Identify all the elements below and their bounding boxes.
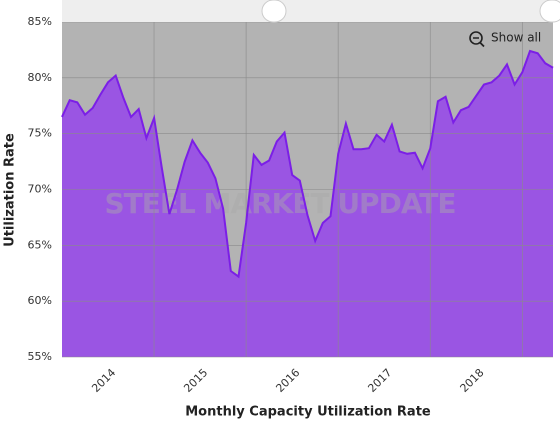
navigator-handle[interactable] [539, 0, 560, 23]
watermark: STEEL MARKET UPDATE [104, 187, 455, 220]
navigator-handle[interactable] [261, 0, 287, 23]
navigator-bar[interactable] [62, 0, 553, 22]
x-tick-label: 2016 [273, 366, 302, 395]
show-all-button[interactable]: Show all [469, 31, 541, 48]
line [61, 49, 554, 279]
x-tick-label: 2014 [89, 366, 118, 395]
zoom-icon [479, 41, 485, 48]
zoom-icon [469, 31, 483, 45]
y-tick-label: 85% [28, 15, 52, 28]
y-tick-label: 60% [28, 294, 52, 307]
x-tick-label: 2015 [181, 366, 210, 395]
y-tick-label: 75% [28, 127, 52, 140]
x-tick-label: 2017 [365, 366, 394, 395]
y-tick-label: 55% [28, 350, 52, 363]
y-tick-label: 65% [28, 238, 52, 251]
y-tick-label: 70% [28, 183, 52, 196]
y-tick-label: 80% [28, 71, 52, 84]
plot: STEEL MARKET UPDATE [61, 21, 554, 358]
show-all-label[interactable]: Show all [491, 31, 541, 45]
y-axis-title: Utilization Rate [3, 133, 18, 247]
x-axis-title: Monthly Capacity Utilization Rate [185, 405, 431, 420]
x-tick-label: 2018 [458, 366, 487, 395]
